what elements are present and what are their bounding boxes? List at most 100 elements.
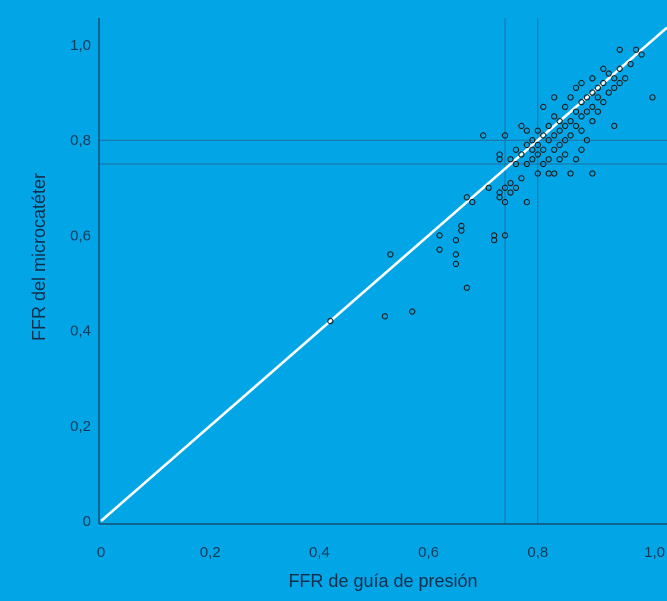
data-point [507,156,514,163]
data-point [540,160,547,168]
data-point [600,98,607,106]
data-point [567,118,574,125]
x-tick-label: 0,2 [200,544,221,561]
data-point [436,232,443,239]
data-point [561,151,569,158]
y-tick-label: 0,6 [70,227,91,244]
data-point [463,284,470,291]
data-point [523,198,531,206]
y-tick-label: 0,4 [70,323,91,340]
data-point [594,84,602,91]
y-tick-label: 0,2 [70,418,91,435]
data-point [551,113,558,120]
data-point [611,84,618,91]
data-point [327,317,334,325]
data-point [512,184,520,191]
y-tick-label: 1,0 [70,37,91,54]
data-point [561,137,569,144]
data-point [583,94,591,101]
data-point [583,108,591,115]
data-point [551,94,558,101]
data-point [518,175,525,182]
data-point [649,94,656,101]
data-point [496,151,503,158]
data-point [507,179,514,187]
data-point [458,222,465,230]
data-point [567,94,574,101]
x-tick-label: 0 [97,544,105,561]
data-point [436,246,443,253]
data-point [523,160,531,168]
data-point [594,108,602,115]
data-point [605,89,612,96]
identity-line [100,26,667,522]
x-tick-label: 0,4 [309,544,330,561]
data-point [556,156,563,163]
x-tick-label: 0,6 [418,544,439,561]
data-point [463,194,470,201]
data-point [616,46,623,53]
data-point [381,313,389,320]
data-point [561,122,569,130]
data-point [480,132,487,139]
data-point [638,51,645,58]
y-axis-title: FFR del microcatéter [29,173,49,341]
data-point [518,122,525,130]
data-point [501,232,509,239]
data-point [572,84,580,91]
data-point [387,251,394,258]
data-point [490,232,498,239]
data-point [589,89,596,96]
data-point [512,146,520,153]
data-point [469,198,476,206]
data-point [605,70,612,77]
data-point [589,75,596,82]
data-point [485,184,492,191]
y-tick-label: 0 [83,513,91,530]
data-points [327,46,656,325]
data-point [551,132,558,139]
data-point [540,146,547,153]
data-point [452,260,460,268]
data-point [589,170,596,177]
threshold-lines [99,18,667,524]
data-point [616,79,623,87]
data-point [501,198,509,206]
data-point [632,46,640,53]
data-point [611,122,618,130]
data-point [556,118,563,125]
data-point [572,156,580,163]
data-point [529,156,536,163]
data-point [501,132,509,139]
data-point [561,103,569,111]
data-point [611,75,618,82]
y-tick-label: 0,8 [70,132,91,149]
data-point [534,141,541,149]
axes [98,18,667,525]
data-point [578,146,585,153]
data-point [518,151,525,158]
data-point [452,237,460,244]
data-point [578,113,585,120]
data-point [534,127,541,134]
data-point [578,79,585,87]
data-point [523,127,531,134]
data-point [501,184,509,191]
data-point [616,65,623,72]
x-tick-label: 1,0 [644,544,665,561]
data-point [534,151,541,158]
data-point [600,79,607,87]
data-point [600,65,607,72]
data-point [512,160,520,168]
identity-line-group [100,26,667,522]
x-tick-labels: 0 0,2 0,4 0,6 0,8 1,0 [97,544,665,561]
data-point [583,137,591,144]
data-point [551,170,558,177]
data-point [540,132,547,139]
data-point [567,132,574,139]
data-point [551,146,558,153]
data-point [409,308,416,315]
data-point [452,251,460,258]
